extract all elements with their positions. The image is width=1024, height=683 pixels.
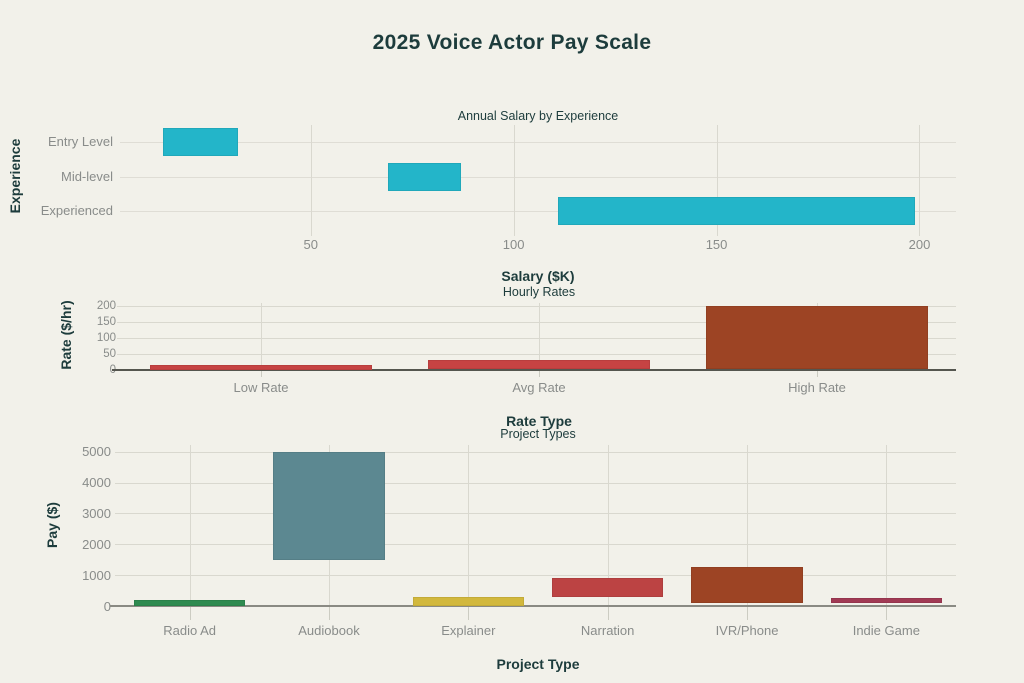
grid-line-cat xyxy=(886,445,888,606)
y-tick-label: 4000 xyxy=(82,475,111,491)
bar xyxy=(830,598,943,603)
x-tick-label: 50 xyxy=(303,237,318,252)
grid-line-y xyxy=(117,305,956,307)
tick-mark xyxy=(261,369,262,377)
bar xyxy=(133,599,246,606)
y-tick-label: 200 xyxy=(96,299,116,312)
tick-mark xyxy=(329,606,330,620)
category-label: IVR/Phone xyxy=(715,623,779,638)
grid-line-row xyxy=(120,211,956,213)
y-axis-title: Rate ($/hr) xyxy=(58,300,74,370)
bar xyxy=(427,359,651,370)
bar xyxy=(551,578,664,597)
bar xyxy=(387,162,461,191)
y-tick-label: 5000 xyxy=(82,444,111,460)
tick-mark xyxy=(747,606,748,620)
tick-mark xyxy=(539,369,540,377)
bar xyxy=(691,567,803,603)
grid-line-y xyxy=(115,544,956,546)
bar xyxy=(149,365,373,370)
y-tick-label: 1000 xyxy=(82,567,111,583)
y-tick-label: 0 xyxy=(103,598,111,614)
grid-line-y xyxy=(117,321,956,323)
y-axis-title: Experience xyxy=(7,138,23,214)
category-label: Entry Level xyxy=(47,134,113,150)
category-label: Radio Ad xyxy=(163,623,217,638)
grid-line-x xyxy=(716,125,718,236)
bar xyxy=(412,596,525,606)
tick-mark xyxy=(189,606,191,620)
y-tick-label: 50 xyxy=(103,347,116,360)
main-title: 2025 Voice Actor Pay Scale xyxy=(372,31,652,54)
grid-line-cat xyxy=(607,445,609,606)
grid-line-x xyxy=(513,125,515,236)
bar xyxy=(705,305,929,370)
y-tick-label: 3000 xyxy=(82,505,111,521)
grid-line-cat xyxy=(468,445,470,606)
grid-line-y xyxy=(115,575,956,577)
y-axis-title: Pay ($) xyxy=(44,501,60,548)
grid-line-y xyxy=(115,451,956,453)
tick-mark xyxy=(817,369,818,377)
y-tick-label: 2000 xyxy=(82,536,111,552)
grid-line-row xyxy=(120,142,956,144)
bar xyxy=(273,451,385,560)
grid-line-cat xyxy=(539,303,540,370)
category-label: Experienced xyxy=(40,203,113,219)
category-label: Mid-level xyxy=(60,168,113,184)
grid-line-x xyxy=(310,125,312,236)
grid-line-cat xyxy=(261,303,262,370)
tick-mark xyxy=(886,606,888,620)
grid-line-x xyxy=(919,125,921,236)
bar xyxy=(162,128,238,157)
x-tick-label: 150 xyxy=(705,237,728,252)
category-label: Indie Game xyxy=(852,623,920,638)
grid-line-y xyxy=(117,337,956,339)
grid-line-y xyxy=(115,513,956,515)
x-axis-line xyxy=(112,368,956,371)
chart-title: Hourly Rates xyxy=(502,285,576,299)
x-axis-line xyxy=(110,605,956,607)
grid-line-y xyxy=(117,353,956,355)
x-axis-title: Salary ($K) xyxy=(501,268,575,284)
chart-title: Annual Salary by Experience xyxy=(457,109,619,123)
category-label: Audiobook xyxy=(298,623,360,638)
category-label: High Rate xyxy=(788,380,846,395)
grid-line-cat xyxy=(189,445,191,606)
x-tick-label: 100 xyxy=(502,237,525,252)
x-axis-title: Rate Type xyxy=(506,413,572,429)
grid-line-row xyxy=(120,176,956,178)
category-label: Explainer xyxy=(441,623,496,638)
y-tick-label: 100 xyxy=(96,331,116,344)
category-label: Low Rate xyxy=(233,380,289,395)
grid-line-y xyxy=(115,482,956,484)
bar xyxy=(558,197,916,226)
y-tick-label: 0 xyxy=(36,364,116,376)
grid-line-cat xyxy=(747,445,748,606)
x-axis-title: Project Type xyxy=(496,656,580,672)
category-label: Narration xyxy=(580,623,635,638)
tick-mark xyxy=(607,606,609,620)
x-tick-label: 200 xyxy=(908,237,931,252)
category-label: Avg Rate xyxy=(512,380,566,395)
chart-title: Project Types xyxy=(500,427,576,441)
tick-mark xyxy=(468,606,470,620)
y-tick-label: 150 xyxy=(96,315,116,328)
